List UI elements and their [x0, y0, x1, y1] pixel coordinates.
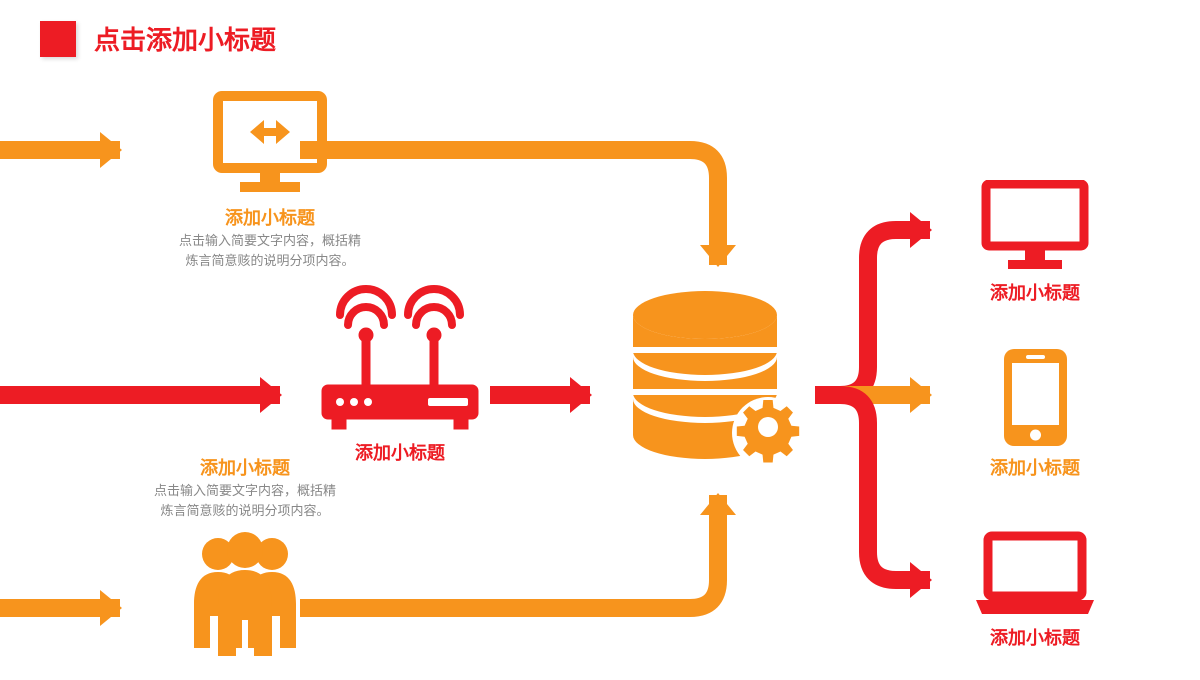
monitor-desc-1: 点击输入简要文字内容，概括精	[145, 232, 395, 250]
users-desc-2: 炼言简意赅的说明分项内容。	[120, 502, 370, 520]
users-group-icon	[120, 528, 370, 658]
node-laptop: 添加小标题	[950, 530, 1120, 650]
node-router: 添加小标题	[300, 285, 500, 465]
desktop-label: 添加小标题	[950, 279, 1120, 305]
monitor-desc-2: 炼言简意赅的说明分项内容。	[145, 252, 395, 270]
slide-title-bar: 点击添加小标题	[40, 20, 276, 57]
router-label: 添加小标题	[300, 439, 500, 465]
node-desktop: 添加小标题	[950, 180, 1120, 305]
node-users: 添加小标题 点击输入简要文字内容，概括精 炼言简意赅的说明分项内容。	[120, 450, 370, 658]
node-phone: 添加小标题	[950, 345, 1120, 480]
monitor-label: 添加小标题	[145, 204, 395, 230]
title-square-icon	[40, 21, 76, 57]
laptop-icon	[950, 530, 1120, 620]
desktop-icon	[950, 180, 1120, 275]
slide-title: 点击添加小标题	[94, 20, 276, 57]
laptop-label: 添加小标题	[950, 624, 1120, 650]
node-database	[620, 285, 810, 475]
monitor-transfer-icon	[145, 90, 395, 200]
users-desc-1: 点击输入简要文字内容，概括精	[120, 482, 370, 500]
router-icon	[300, 285, 500, 435]
database-gear-icon	[620, 285, 810, 475]
phone-label: 添加小标题	[950, 454, 1120, 480]
phone-icon	[950, 345, 1120, 450]
node-monitor: 添加小标题 点击输入简要文字内容，概括精 炼言简意赅的说明分项内容。	[145, 90, 395, 270]
